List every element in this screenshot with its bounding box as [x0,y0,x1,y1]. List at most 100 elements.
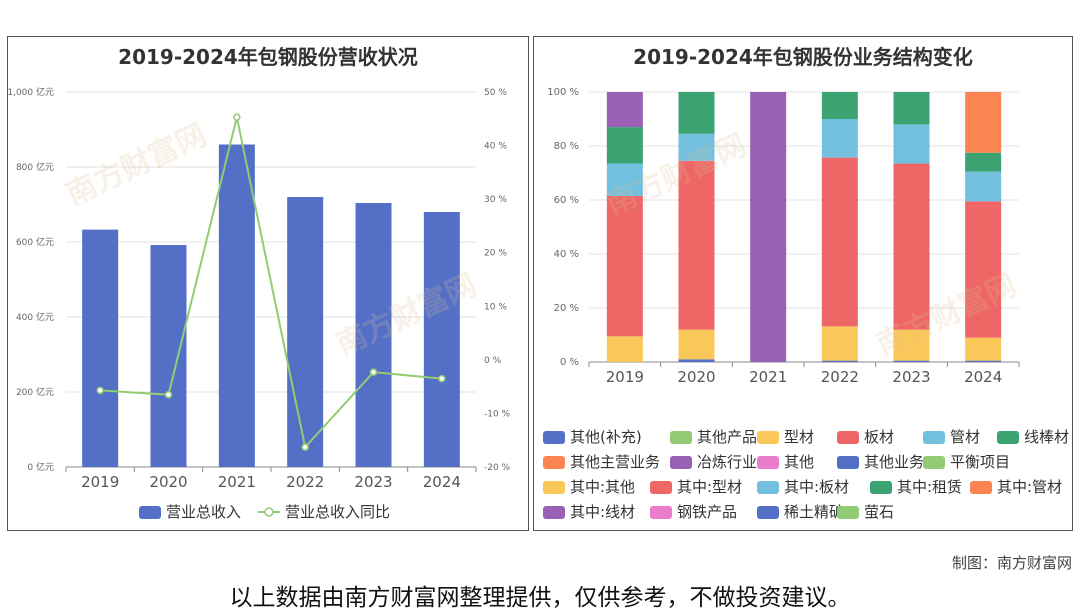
stack-segment [893,329,930,361]
legend-label: 稀土精矿 [784,503,844,521]
stack-segment [965,360,1002,362]
stack-segment [965,337,1002,361]
x-tick-label: 2023 [354,473,392,491]
revenue-bar [218,144,255,467]
legend-label: 冶炼行业 [697,453,757,471]
structure-chart-panel: 2019-2024年包钢股份业务结构变化 0 % 20 % 40 % 60 % 80 %… [533,36,1073,531]
yoy-point [96,386,104,395]
revenue-bar [355,203,392,467]
stack-segment [606,92,643,128]
legend-swatch [757,431,779,444]
stack-segment [893,163,930,330]
disclaimer: 以上数据由南方财富网整理提供，仅供参考，不做投资建议。 [229,585,851,611]
y-tick-label: 60 % [554,195,579,206]
stack-segment [678,359,715,362]
y-right-tick-label: -10 % [484,409,511,419]
stack-segment [678,92,715,134]
y-left-tick-label: 1,000 亿元 [8,86,54,98]
yoy-line [100,116,442,450]
y-tick-label: 100 % [547,87,579,98]
legend-swatch [970,481,992,494]
legend-swatch [837,431,859,444]
stack-segment [750,92,787,362]
structure-chart: 0 % 20 % 40 % 60 % 80 % 100 % 2019 2020 2021 2022… [543,87,1069,521]
legend-swatch [757,456,779,469]
legend-label: 其中:板材 [784,478,849,496]
legend-swatch [543,456,565,469]
x-tick-label: 2020 [677,368,715,386]
revenue-chart-panel: 2019-2024年包钢股份营收状况 0 亿元 200 亿元 400 亿元 600 亿… [7,36,529,531]
legend-swatch [543,481,565,494]
legend-swatch [670,431,692,444]
y-left-tick-label: 400 亿元 [16,311,54,323]
legend-swatch [650,481,672,494]
y-left-tick-label: 0 亿元 [27,461,54,473]
y-right-tick-label: 20 % [484,249,507,259]
legend-swatch-point [264,507,274,517]
stack-segment [893,360,930,362]
legend-label: 营业总收入同比 [285,503,390,521]
x-tick-label: 2022 [821,368,859,386]
legend-label: 营业总收入 [166,503,241,521]
y-right-tick-label: -20 % [484,463,511,473]
y-tick-label: 40 % [554,249,579,260]
y-tick-label: 0 % [560,357,579,368]
legend-swatch [543,431,565,444]
yoy-point [301,443,309,451]
revenue-bar [423,212,460,467]
y-right-tick-label: 10 % [484,302,507,312]
stack-segment [606,127,643,164]
stack-segment [965,152,1002,172]
revenue-bar [82,229,119,467]
legend-label: 平衡项目 [950,453,1010,471]
legend-swatch [997,431,1019,444]
legend-swatch [543,506,565,519]
stack-segment [821,157,858,327]
revenue-chart: 0 亿元 200 亿元 400 亿元 600 亿元 800 亿元 1,000 亿元 -20 … [8,86,511,521]
legend-label: 其他(补充) [570,428,642,446]
legend-swatch [870,481,892,494]
legend-label: 其中:租赁 [897,478,962,496]
legend-label: 板材 [864,428,894,446]
revenue-bar [287,197,324,467]
y-tick-label: 80 % [554,141,579,152]
y-right-tick-label: 50 % [484,88,507,98]
x-tick-label: 2022 [286,473,324,491]
y-right-tick-label: 30 % [484,195,507,205]
y-tick-label: 20 % [554,303,579,314]
stack-segment [821,326,858,361]
legend-swatch-bar [139,506,161,519]
legend-swatch [757,506,779,519]
legend-label: 其中:型材 [677,478,742,496]
revenue-bar [150,245,187,467]
x-tick-label: 2019 [81,473,119,491]
stack-segment [821,119,858,158]
y-left-tick-label: 600 亿元 [16,236,54,248]
stack-segment [606,336,643,362]
revenue-chart-title: 2019-2024年包钢股份营收状况 [118,45,418,69]
legend-swatch [837,506,859,519]
stack-segment [606,163,643,196]
stack-segment [893,92,930,125]
legend-label: 管材 [950,428,980,446]
stack-segment [606,195,643,337]
structure-chart-title: 2019-2024年包钢股份业务结构变化 [633,45,973,69]
legend-label: 线棒材 [1024,428,1069,446]
x-tick-label: 2024 [423,473,461,491]
stack-segment [965,201,1002,338]
stack-segment [821,92,858,119]
legend-label: 其中:线材 [570,503,635,521]
yoy-point [233,113,241,121]
stack-segment [965,92,1002,153]
x-tick-label: 2024 [964,368,1002,386]
legend-label: 其他业务 [864,453,924,471]
yoy-point [369,368,378,376]
y-right-tick-label: 0 % [484,356,502,366]
x-tick-label: 2019 [606,368,644,386]
chart-credit: 制图：南方财富网 [951,554,1072,572]
stack-segment [678,329,715,360]
x-tick-label: 2023 [892,368,930,386]
legend-swatch [650,506,672,519]
legend-label: 其他 [784,453,814,471]
stack-segment [893,124,930,164]
